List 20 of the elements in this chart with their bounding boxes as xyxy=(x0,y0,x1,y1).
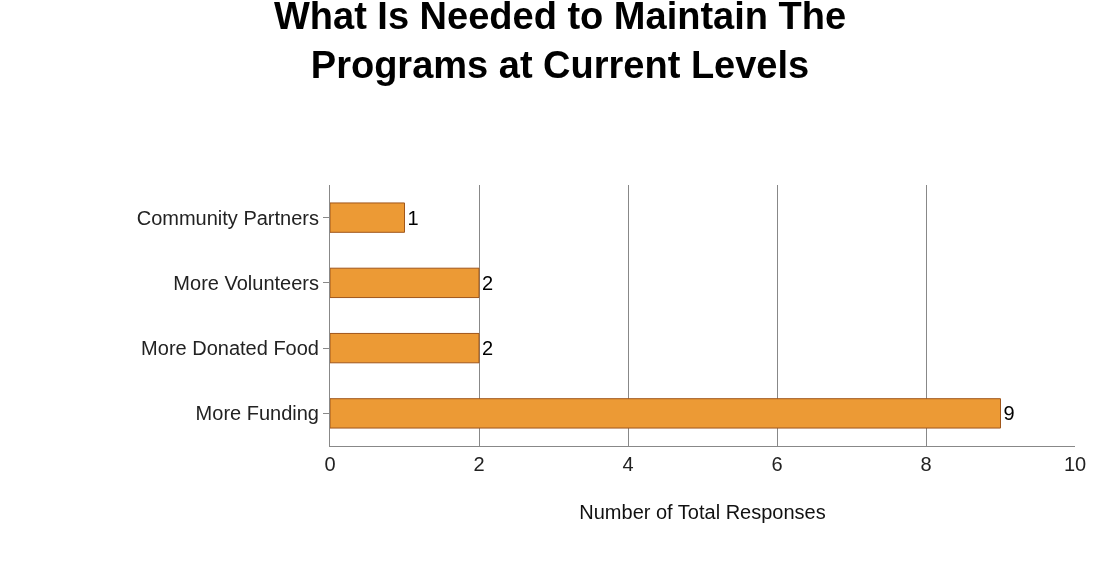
data-label: 2 xyxy=(482,337,494,360)
data-label: 1 xyxy=(407,206,419,229)
y-tick-label: Community Partners xyxy=(136,206,319,229)
x-tick-label: 10 xyxy=(1063,453,1087,475)
x-axis-title: Number of Total Responses xyxy=(579,500,826,523)
x-tick-label: 4 xyxy=(622,453,634,475)
x-tick-label: 6 xyxy=(771,453,783,475)
bar xyxy=(330,202,405,233)
y-tick-label: More Funding xyxy=(195,402,319,425)
data-label: 2 xyxy=(482,271,494,294)
y-tick-label: More Donated Food xyxy=(141,337,319,360)
data-label: 9 xyxy=(1003,402,1015,425)
chart-title: What Is Needed to Maintain The Programs at Current Levels xyxy=(273,0,847,87)
x-tick-label: 0 xyxy=(324,453,336,475)
bar xyxy=(330,398,1001,429)
bar xyxy=(330,332,480,364)
y-tick-label: More Volunteers xyxy=(173,271,319,294)
x-tick-label: 2 xyxy=(473,453,485,475)
x-tick-label: 8 xyxy=(920,453,932,475)
bar xyxy=(330,267,480,299)
